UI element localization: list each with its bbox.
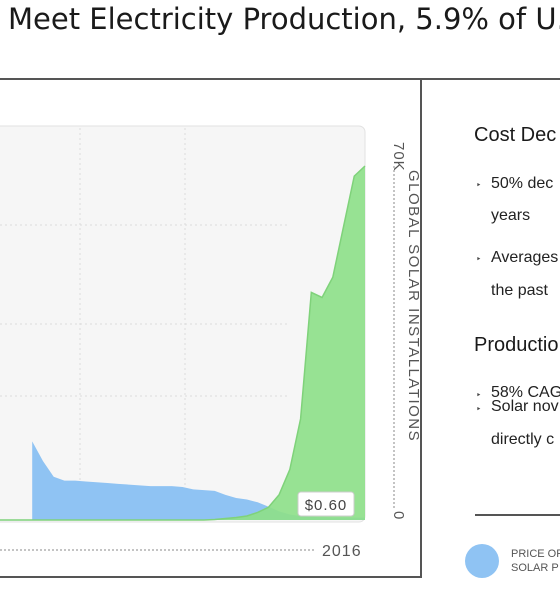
price-data-label: $0.60	[297, 491, 355, 517]
x-tick-2016: 2016	[322, 543, 362, 560]
section-heading-production: Productio	[474, 334, 559, 356]
bullet-cost-1-line-1: 50% dec	[491, 175, 554, 192]
sidebar-divider	[475, 514, 560, 516]
bullet-production-1-line-1: 58% CAG	[491, 384, 560, 401]
y2-axis-title: GLOBAL SOLAR INSTALLATIONS	[405, 170, 422, 443]
section-heading-cost: Cost Dec	[474, 124, 557, 146]
price-label-text: $0.60	[305, 497, 348, 514]
chart-frame-right	[420, 78, 422, 578]
bullet-cost-2-line-1: Averages	[491, 249, 559, 266]
legend-swatch-price	[465, 544, 499, 578]
bullet-marker: ‣	[476, 390, 482, 400]
y2-tick-70k: 70K	[390, 142, 407, 172]
bullet-production-2-line-1: Solar nov	[491, 398, 559, 415]
legend-label-price-line-2: SOLAR P	[511, 562, 559, 574]
chart-title: Meet Electricity Production, 5.9% of U.	[8, 2, 560, 36]
chart-frame-bottom	[0, 576, 422, 578]
price-area	[32, 441, 366, 520]
y2-tick-0: 0	[390, 511, 407, 519]
bullet-marker: ‣	[476, 254, 482, 264]
top-rule	[0, 78, 560, 80]
installations-area	[0, 166, 365, 520]
legend-label-price: PRICE OF SOLAR P	[511, 547, 560, 575]
bullet-marker: ‣	[476, 404, 482, 414]
installations-line	[0, 165, 366, 521]
bullet-cost-2-line-2: the past	[491, 282, 548, 299]
chart: 70K 0 2016 $0.60	[0, 125, 407, 560]
bullet-production-2-line-2: directly c	[491, 431, 555, 448]
price-label-box	[297, 491, 355, 517]
legend-label-price-line-1: PRICE OF	[511, 548, 560, 560]
plot-grid	[0, 128, 290, 520]
bullet-cost-1-line-2: years	[491, 207, 531, 224]
bullet-marker: ‣	[476, 180, 482, 190]
